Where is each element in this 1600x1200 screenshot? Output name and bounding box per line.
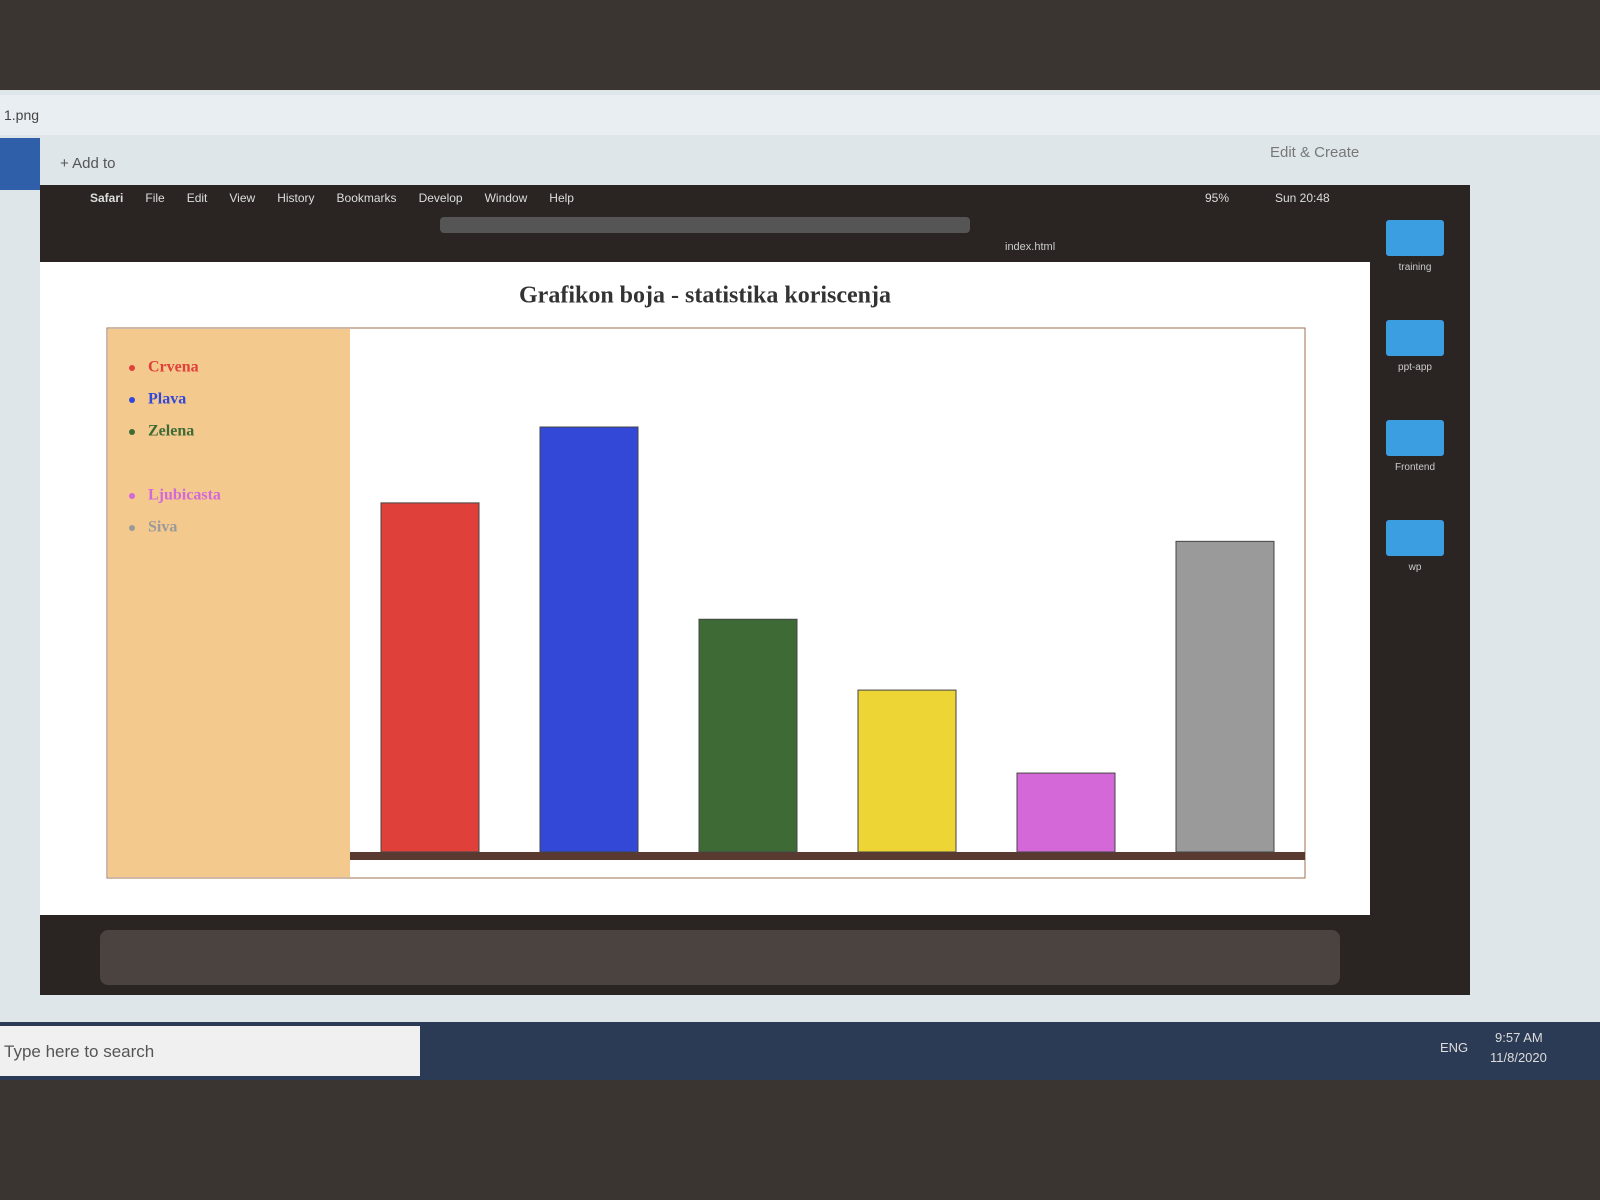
mac-menu-bar: Safari File Edit View History Bookmarks Develo…	[90, 191, 574, 205]
date: 11/8/2020	[1490, 1050, 1547, 1065]
web-page: Grafikon boja - statistika koriscenja Cr…	[40, 262, 1370, 915]
folder[interactable]: ppt-app	[1375, 320, 1455, 420]
legend-bullet	[129, 525, 135, 531]
time: 9:57 AM	[1495, 1030, 1543, 1045]
bar	[857, 689, 957, 853]
folder-icon	[1386, 220, 1444, 256]
legend-bullet	[129, 365, 135, 371]
folder-label: training	[1398, 262, 1432, 273]
taskbar: Type here to search ENG 9:57 AM 11/8/202…	[0, 1022, 1600, 1080]
bar	[539, 426, 639, 853]
folder[interactable]: Frontend	[1375, 420, 1455, 520]
folder[interactable]: training	[1375, 220, 1455, 320]
folder-label: wp	[1408, 562, 1422, 573]
chart: Grafikon boja - statistika koriscenja Cr…	[106, 283, 1306, 879]
browser-tab[interactable]: index.html	[1005, 241, 1056, 253]
bar	[1016, 772, 1116, 853]
search-box[interactable]: Type here to search	[0, 1026, 420, 1076]
mac-screen: Safari File Edit View History Bookmarks Develo…	[40, 185, 1470, 995]
legend-label: Ljubicasta	[148, 487, 221, 504]
menu-item[interactable]: View	[229, 191, 256, 205]
legend-label: Crvena	[148, 359, 199, 376]
folder-icon	[1386, 520, 1444, 556]
folder-label: ppt-app	[1398, 362, 1432, 373]
add-to-button[interactable]: + Add to	[60, 155, 116, 172]
language: ENG	[1440, 1040, 1469, 1055]
bar	[698, 618, 798, 853]
address-bar[interactable]	[440, 217, 970, 233]
legend-label: Siva	[148, 519, 177, 536]
sidebar-button[interactable]	[0, 138, 40, 190]
window-title: 1.png	[4, 107, 40, 123]
menu-item[interactable]: Bookmarks	[336, 191, 397, 205]
menu-item[interactable]: Develop	[418, 191, 463, 205]
folder-icon	[1386, 420, 1444, 456]
chart-title: Grafikon boja - statistika koriscenja	[519, 283, 891, 309]
folder-icon	[1386, 320, 1444, 356]
battery: 95%	[1205, 191, 1230, 205]
baseline	[350, 852, 1305, 860]
legend-panel	[108, 329, 350, 877]
menu-item[interactable]: File	[145, 191, 165, 205]
desktop-folders: training ppt-app Frontend wp	[1375, 220, 1455, 620]
title-bar: 1.png	[0, 95, 1600, 135]
menu-item[interactable]: Help	[549, 191, 574, 205]
folder[interactable]: wp	[1375, 520, 1455, 620]
bar	[380, 502, 480, 853]
folder-label: Frontend	[1394, 462, 1436, 473]
legend-label: Plava	[148, 391, 186, 408]
dock	[100, 930, 1340, 985]
menu-item[interactable]: Edit	[186, 191, 208, 205]
legend-bullet	[129, 397, 135, 403]
edit-create-button[interactable]: Edit & Create	[1270, 144, 1360, 161]
menu-item[interactable]: Window	[484, 191, 528, 205]
clock: Sun 20:48	[1275, 191, 1330, 205]
legend-bullet	[129, 429, 135, 435]
legend-label: Zelena	[148, 423, 194, 440]
add-to-label: Add to	[72, 155, 116, 172]
search-placeholder: Type here to search	[4, 1042, 155, 1061]
menu-item[interactable]: History	[277, 191, 315, 205]
menu-item[interactable]: Safari	[90, 191, 124, 205]
bar	[1175, 540, 1275, 853]
legend-bullet	[129, 493, 135, 499]
chart-frame	[106, 327, 1306, 879]
